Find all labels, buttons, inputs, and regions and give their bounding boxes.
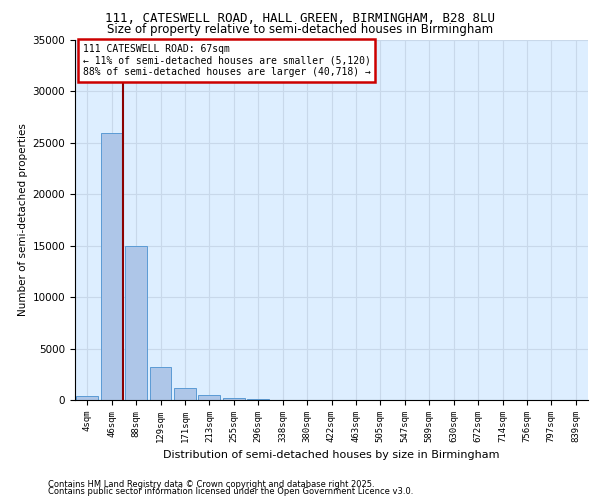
Bar	[247, 399, 269, 400]
Bar	[125, 246, 147, 400]
Bar	[101, 132, 122, 400]
Bar	[199, 396, 220, 400]
Bar	[76, 396, 98, 400]
X-axis label: Distribution of semi-detached houses by size in Birmingham: Distribution of semi-detached houses by …	[163, 450, 500, 460]
Text: 111 CATESWELL ROAD: 67sqm
← 11% of semi-detached houses are smaller (5,120)
88% : 111 CATESWELL ROAD: 67sqm ← 11% of semi-…	[83, 44, 371, 77]
Text: Contains public sector information licensed under the Open Government Licence v3: Contains public sector information licen…	[48, 487, 413, 496]
Bar	[223, 398, 245, 400]
Bar	[149, 367, 172, 400]
Y-axis label: Number of semi-detached properties: Number of semi-detached properties	[19, 124, 28, 316]
Text: 111, CATESWELL ROAD, HALL GREEN, BIRMINGHAM, B28 8LU: 111, CATESWELL ROAD, HALL GREEN, BIRMING…	[105, 12, 495, 26]
Bar	[174, 388, 196, 400]
Text: Contains HM Land Registry data © Crown copyright and database right 2025.: Contains HM Land Registry data © Crown c…	[48, 480, 374, 489]
Text: Size of property relative to semi-detached houses in Birmingham: Size of property relative to semi-detach…	[107, 22, 493, 36]
